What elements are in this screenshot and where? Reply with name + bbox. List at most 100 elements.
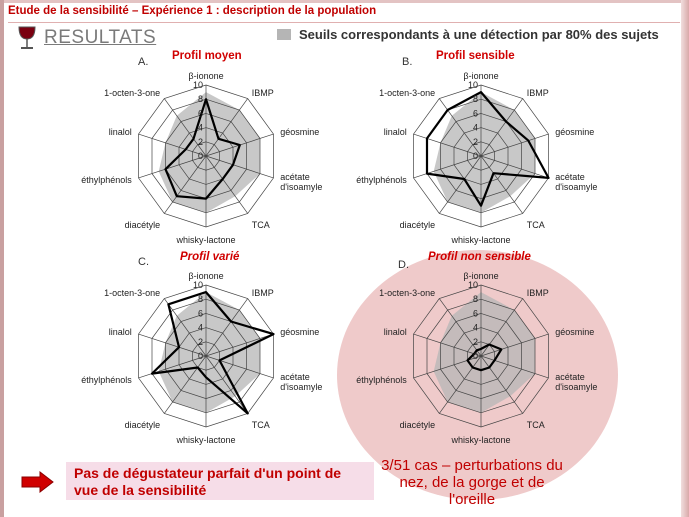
panel-letter-c: C. [138,256,149,268]
axis-spoke [480,355,523,414]
axis-label: éthylphénols [356,175,407,185]
axis-spoke [138,355,207,379]
axis-spoke [413,133,482,157]
axis-spoke [413,333,482,357]
header-divider [8,22,680,23]
tick-label: 2 [473,137,478,147]
profile-line [164,98,241,200]
axis-spoke [480,98,523,157]
panel-title-a: Profil moyen [172,50,242,62]
axis-spoke [205,333,274,357]
axis-label: 1-octen-3-one [379,288,435,298]
profile-line [425,90,550,207]
left-border [0,0,4,517]
axis-label: d'isoamyle [280,382,322,392]
axis-label: éthylphénols [81,175,132,185]
axis-label: IBMP [527,288,549,298]
axis-label: whisky-lactone [450,235,510,245]
axis-label: linalol [109,327,132,337]
tick-label: 4 [473,323,478,333]
axis-label: géosmine [280,327,319,337]
page-title: Etude de la sensibilité – Expérience 1 :… [8,5,377,17]
axis-label: TCA [252,220,270,230]
axis-label: IBMP [252,288,274,298]
axis-label: diacétyle [400,220,436,230]
axis-label: TCA [527,420,545,430]
axis-label: TCA [527,220,545,230]
tick-label: 8 [198,294,203,304]
axis-label: 1-octen-3-one [379,88,435,98]
tick-label: 10 [468,80,478,90]
axis-spoke [164,98,207,157]
axis-label: acétate [280,372,310,382]
tick-label: 0 [473,351,478,361]
axis-label: whisky-lactone [450,435,510,445]
axis-spoke [205,355,274,379]
tick-label: 4 [198,323,203,333]
axis-label: β-ionone [463,271,498,281]
tick-label: 0 [473,151,478,161]
axis-label: IBMP [252,88,274,98]
axis-spoke [205,155,248,214]
axis-spoke [138,133,207,157]
section-title: RESULTATS [44,27,157,48]
axis-spoke [205,155,274,179]
conclusion-box: Pas de dégustateur parfait d'un point de… [66,462,374,500]
right-arrow-icon [21,471,54,493]
axis-label: géosmine [555,327,594,337]
axis-label: whisky-lactone [175,235,235,245]
tick-label: 0 [198,151,203,161]
panel-title-b: Profil sensible [436,50,515,62]
axis-spoke [205,298,248,357]
axis-label: acétate [555,372,585,382]
threshold-area [158,92,260,213]
chart-legend: Seuils correspondants à une détection pa… [277,27,659,42]
tick-label: 4 [473,123,478,133]
axis-label: acétate [555,172,585,182]
threshold-area [433,92,535,213]
axis-label: β-ionone [463,71,498,81]
axis-label: linalol [384,327,407,337]
axis-spoke [164,355,207,414]
tick-label: 6 [198,108,203,118]
axis-spoke [138,155,207,179]
tick-label: 8 [473,294,478,304]
profile-line [150,291,275,415]
axis-label: IBMP [527,88,549,98]
panel-title-c: Profil varié [180,251,240,263]
axis-label: linalol [109,127,132,137]
axis-label: d'isoamyle [280,182,322,192]
axis-label: d'isoamyle [555,382,597,392]
axis-spoke [439,355,482,414]
axis-label: acétate [280,172,310,182]
axis-label: diacétyle [400,420,436,430]
tick-label: 4 [198,123,203,133]
axis-label: géosmine [555,127,594,137]
wine-glass-icon [18,26,36,49]
axis-spoke [205,355,248,414]
axis-spoke [480,155,549,179]
threshold-area [433,292,535,413]
axis-spoke [413,155,482,179]
axis-label: diacétyle [125,420,161,430]
axis-spoke [439,155,482,214]
tick-label: 2 [198,137,203,147]
axis-label: β-ionone [188,71,223,81]
axis-label: whisky-lactone [175,435,235,445]
tick-label: 10 [193,80,203,90]
axis-label: β-ionone [188,271,223,281]
axis-spoke [480,355,549,379]
axis-spoke [138,333,207,357]
axis-spoke [480,333,549,357]
axis-spoke [439,298,482,357]
panel-letter-d: D. [398,259,409,271]
axis-spoke [480,133,549,157]
axis-label: géosmine [280,127,319,137]
axis-label: TCA [252,420,270,430]
axis-label: éthylphénols [356,375,407,385]
legend-label: Seuils correspondants à une détection pa… [299,27,659,42]
tick-label: 10 [468,280,478,290]
